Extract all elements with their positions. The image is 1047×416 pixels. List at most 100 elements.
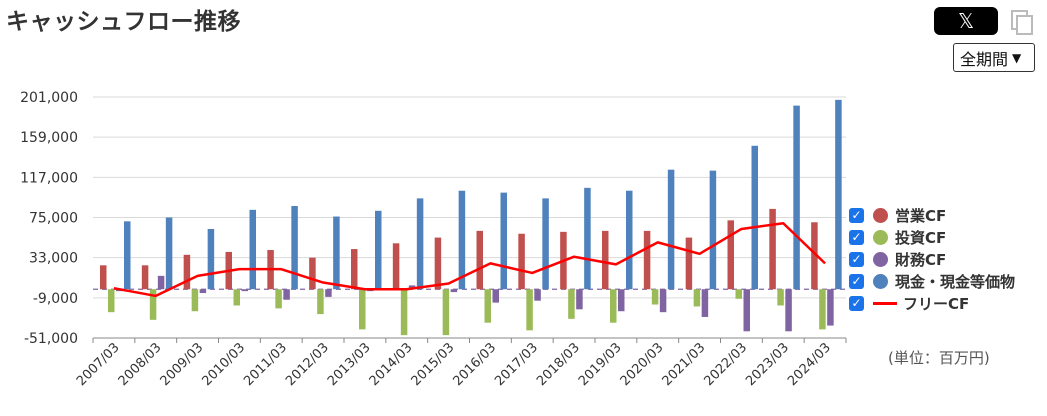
bar (693, 289, 701, 307)
x-tick-label: 2023/03 (743, 340, 792, 389)
bar (568, 289, 575, 319)
x-tick-label: 2012/03 (283, 340, 332, 389)
bar (659, 289, 667, 313)
bar (685, 237, 693, 290)
bar (651, 289, 659, 305)
bar (442, 289, 450, 336)
bar (643, 230, 651, 290)
bar (149, 289, 157, 320)
bar (450, 289, 458, 293)
x-tick-label: 2024/03 (785, 340, 834, 389)
x-tick-label: 2021/03 (660, 340, 709, 389)
x-tick-label: 2015/03 (409, 340, 458, 389)
bar (183, 254, 191, 290)
page-title: キャッシュフロー推移 (6, 9, 241, 35)
legend-swatch (873, 229, 888, 245)
x-share-button[interactable]: 𝕏 (934, 7, 998, 35)
x-tick-label: 2018/03 (534, 340, 583, 389)
legend-label: 現金・現金等価物 (895, 272, 1016, 291)
x-tick-label: 2013/03 (325, 340, 374, 389)
bar (458, 190, 466, 290)
y-tick-label: -9,000 (33, 291, 78, 307)
bar (743, 289, 750, 332)
bar (576, 289, 583, 310)
legend-label: 投資CF (895, 228, 947, 247)
bar (249, 209, 256, 290)
bar (375, 210, 382, 290)
bar (291, 206, 298, 290)
x-tick-label: 2007/03 (74, 340, 123, 389)
y-tick-label: 117,000 (20, 170, 78, 186)
bar (124, 221, 131, 290)
bar (392, 243, 400, 290)
y-tick-label: 33,000 (29, 251, 78, 267)
free-cf-line (113, 221, 826, 298)
bar (108, 289, 115, 313)
x-tick-label: 2010/03 (199, 340, 248, 389)
bar (785, 289, 792, 332)
bar (233, 289, 240, 306)
bar (165, 217, 173, 290)
bar (819, 289, 826, 330)
bar (199, 289, 207, 294)
legend-swatch (873, 273, 888, 289)
bar (626, 190, 633, 290)
y-tick-label: 159,000 (20, 130, 78, 146)
y-tick-label: 75,000 (29, 211, 78, 227)
bar (735, 289, 742, 299)
bar (191, 289, 199, 312)
x-tick-label: 2009/03 (158, 340, 207, 389)
x-tick-label: 2022/03 (701, 340, 750, 389)
bar (542, 198, 549, 290)
bar (141, 265, 149, 290)
bar (241, 289, 248, 292)
legend-checkbox[interactable]: ✓ (849, 207, 864, 223)
cashflow-chart: 201,000 159,000 117,000 75,000 33,000 -9,000 -… (20, 90, 847, 389)
bar (317, 289, 324, 315)
bar (518, 233, 525, 290)
unit-label: (単位：百万円) (888, 349, 990, 367)
bar (100, 265, 107, 290)
bar (325, 289, 332, 297)
bar (333, 216, 340, 290)
legend-item-investing-cf[interactable]: ✓ 投資CF (849, 226, 1015, 248)
legend-checkbox[interactable]: ✓ (849, 295, 864, 311)
bar (157, 275, 165, 290)
period-select-value: 全期間 (960, 49, 1009, 69)
legend-checkbox[interactable]: ✓ (849, 251, 864, 267)
bar (769, 208, 776, 290)
bar (777, 289, 784, 306)
legend-item-operating-cf[interactable]: ✓ 営業CF (849, 204, 1015, 226)
copy-icon[interactable] (1009, 8, 1035, 36)
x-tick-label: 2017/03 (492, 340, 541, 389)
bar (476, 230, 483, 290)
bar (207, 228, 215, 290)
bar (492, 289, 499, 303)
bar (602, 230, 609, 290)
bar (701, 289, 709, 317)
legend-checkbox[interactable]: ✓ (849, 273, 864, 289)
legend-label: フリーCF (903, 294, 970, 313)
legend-checkbox[interactable]: ✓ (849, 229, 864, 245)
bar (709, 170, 717, 290)
legend-swatch (873, 207, 888, 223)
bar (751, 145, 758, 290)
bar (667, 169, 675, 290)
bar (275, 289, 282, 309)
legend-item-financing-cf[interactable]: ✓ 財務CF (849, 248, 1015, 270)
bar (351, 249, 358, 290)
period-select[interactable]: 全期間 ▼ (953, 43, 1035, 72)
bar (610, 289, 617, 323)
x-tick-label: 2016/03 (450, 340, 499, 389)
legend-item-cash-equivalents[interactable]: ✓ 現金・現金等価物 (849, 270, 1015, 292)
x-tick-label: 2020/03 (618, 340, 667, 389)
bar (400, 289, 408, 336)
bar (618, 289, 625, 312)
chevron-down-icon: ▼ (1012, 50, 1022, 65)
legend-item-free-cf[interactable]: ✓ フリーCF (849, 292, 1015, 314)
bar (727, 220, 734, 290)
bar (416, 198, 424, 290)
chart-legend: ✓ 営業CF ✓ 投資CF ✓ 財務CF ✓ 現金・現金等価物 ✓ フリーCF (849, 204, 1015, 314)
bar (500, 192, 507, 290)
bar (793, 105, 800, 290)
